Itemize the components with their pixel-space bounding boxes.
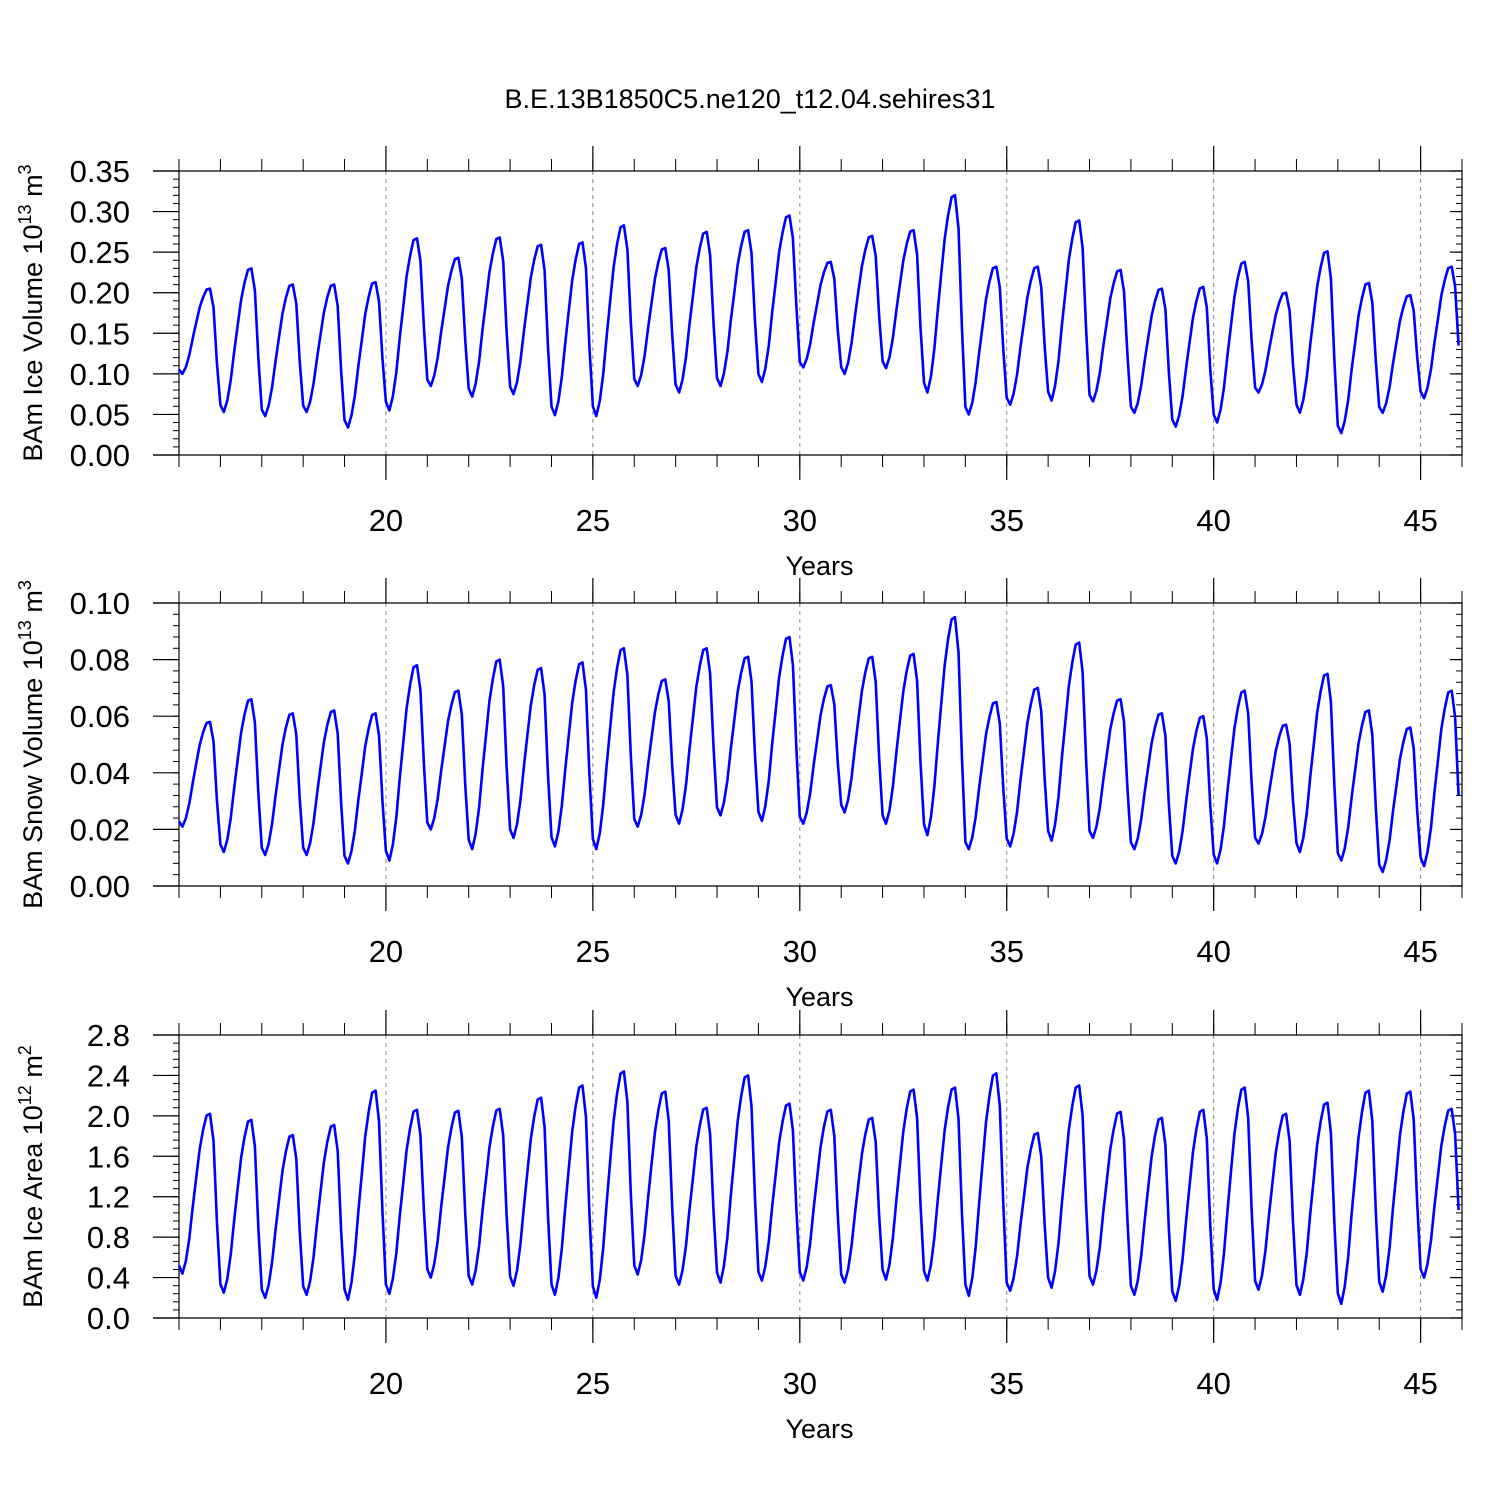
- x-tick-label: 40: [1196, 1366, 1230, 1401]
- x-tick-label: 45: [1403, 1366, 1437, 1401]
- y-tick-label: 0.06: [70, 699, 130, 734]
- figure-title: B.E.13B1850C5.ne120_t12.04.sehires31: [505, 84, 996, 114]
- y-tick-label: 0.04: [70, 756, 130, 791]
- x-axis-title: Years: [785, 551, 853, 581]
- y-tick-label: 2.0: [87, 1099, 130, 1134]
- y-tick-label: 0.25: [70, 235, 130, 270]
- x-tick-label: 30: [783, 503, 817, 538]
- x-axis-title: Years: [785, 982, 853, 1012]
- y-tick-label: 0.02: [70, 812, 130, 847]
- y-tick-label: 0.05: [70, 397, 130, 432]
- y-tick-label: 0.8: [87, 1220, 130, 1255]
- series-line: [177, 194, 1460, 435]
- x-tick-label: 25: [576, 1366, 610, 1401]
- y-tick-label: 0.20: [70, 276, 130, 311]
- y-tick-label: 0.08: [70, 643, 130, 678]
- y-tick-label: 1.2: [87, 1180, 130, 1215]
- y-tick-label: 0.00: [70, 869, 130, 904]
- x-tick-label: 30: [783, 1366, 817, 1401]
- y-tick-label: 0.00: [70, 438, 130, 473]
- x-tick-label: 45: [1403, 503, 1437, 538]
- x-tick-label: 20: [369, 934, 403, 969]
- x-tick-label: 40: [1196, 503, 1230, 538]
- y-tick-label: 0.0: [87, 1301, 130, 1336]
- chart-panel-1: 0.00 0.05 0.10 0.15 0.20 0.25 0.30 0.35 20 25 30 35…: [15, 146, 1463, 581]
- x-tick-label: 35: [989, 503, 1023, 538]
- chart-panel-3: 0.0 0.4 0.8 1.2 1.6 2.0 2.4 2.8 20 25 30 35 40 45 Year…: [15, 1010, 1463, 1444]
- x-tick-label: 40: [1196, 934, 1230, 969]
- y-tick-label: 0.15: [70, 316, 130, 351]
- y-tick-label: 0.4: [87, 1261, 130, 1296]
- y-tick-label: 0.30: [70, 195, 130, 230]
- y-tick-label: 2.4: [87, 1058, 130, 1093]
- series-line: [177, 615, 1460, 874]
- x-tick-label: 45: [1403, 934, 1437, 969]
- y-axis-title: BAm Ice Volume 1013 m3: [15, 164, 48, 461]
- x-tick-label: 30: [783, 934, 817, 969]
- y-axis-title: BAm Ice Area 1012 m2: [15, 1045, 48, 1308]
- x-tick-label: 35: [989, 1366, 1023, 1401]
- x-tick-label: 25: [576, 503, 610, 538]
- chart-panels: 0.00 0.05 0.10 0.15 0.20 0.25 0.30 0.35 20 25 30 35…: [15, 146, 1463, 1444]
- chart-panel-2: 0.00 0.02 0.04 0.06 0.08 0.10 20 25 30 35 40 45 Year…: [15, 578, 1463, 1012]
- y-axis-title: BAm Snow Volume 1013 m3: [15, 580, 48, 909]
- y-tick-label: 2.8: [87, 1018, 130, 1053]
- y-tick-label: 0.35: [70, 154, 130, 189]
- x-tick-label: 20: [369, 503, 403, 538]
- series-line: [177, 1070, 1460, 1306]
- x-tick-label: 20: [369, 1366, 403, 1401]
- x-axis-title: Years: [785, 1414, 853, 1444]
- x-tick-label: 35: [989, 934, 1023, 969]
- x-tick-label: 25: [576, 934, 610, 969]
- y-tick-label: 0.10: [70, 357, 130, 392]
- y-tick-label: 0.10: [70, 586, 130, 621]
- y-tick-label: 1.6: [87, 1139, 130, 1174]
